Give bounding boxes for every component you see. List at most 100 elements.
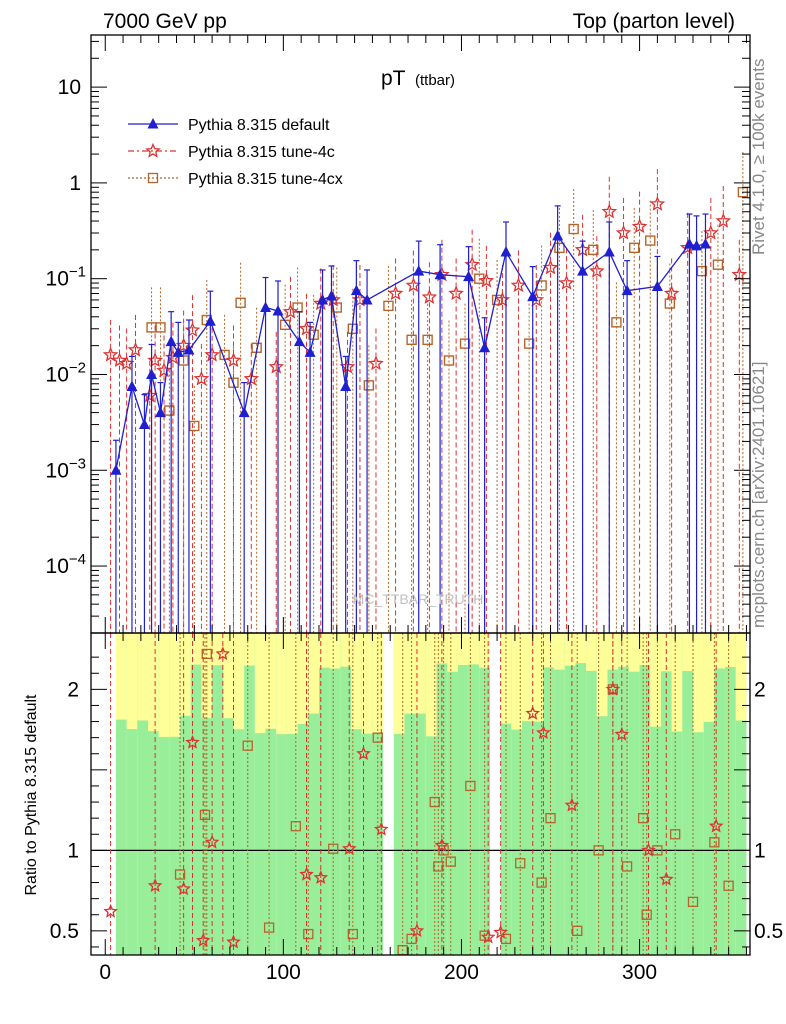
ratio-band-yellow [404, 633, 416, 714]
ratio-tune4c-point [659, 871, 674, 886]
ratio-band-yellow [650, 633, 661, 727]
default-point [699, 238, 711, 249]
ratio-band-yellow [329, 633, 341, 669]
tune4cx-point [568, 223, 579, 235]
ratio-band-yellow [735, 633, 747, 721]
ratio-tune4cx-point [199, 809, 211, 821]
ratio-band-yellow [522, 633, 533, 722]
ratio-band-green [735, 633, 747, 955]
tune4cx-point [712, 259, 724, 270]
tune4c-point [731, 266, 748, 282]
ratio-tune4cx-point [445, 856, 456, 867]
ratio-band-green [596, 633, 608, 955]
ratio-tune4c-point [564, 797, 580, 812]
main-ytick-label: 1 [69, 172, 81, 195]
ratio-tune4c-point [525, 705, 541, 720]
ratio-band-green [543, 633, 555, 955]
ratio-tune4cx-point [406, 933, 417, 945]
default-point [340, 380, 352, 391]
default-point [146, 368, 158, 379]
legend-label: Pythia 8.315 tune-4cx [188, 171, 343, 188]
default-point [479, 341, 491, 353]
ratio-band-green [351, 633, 362, 955]
tune4c-point [631, 218, 648, 234]
side-label-rivet: Rivet 4.1.0, ≥ 100k events [749, 59, 768, 255]
ratio-band-yellow [725, 633, 736, 667]
tune4c-point [225, 352, 242, 368]
ratio-tune4cx-point [429, 796, 440, 808]
plot-title-sub: (ttbar) [415, 72, 455, 89]
tune4cx-point [664, 298, 676, 309]
tune4c-point [204, 346, 220, 362]
default-point [260, 301, 272, 313]
tune4cx-point [406, 334, 417, 346]
ratio-band-green [180, 633, 191, 955]
tune4c-point [141, 387, 158, 403]
tune4c-point [615, 224, 632, 240]
ratio-series-group [103, 633, 734, 955]
ratio-band-green [137, 633, 148, 955]
ratio-band-yellow [532, 633, 544, 722]
tune4c-point [387, 285, 404, 301]
tune4c-point [405, 277, 422, 293]
ratio-tune4c-point [434, 837, 450, 852]
ratio-tune4cx-point [641, 909, 652, 920]
ratio-band-green [329, 633, 341, 955]
ratio-band-green [671, 633, 683, 955]
tune4cx-point [491, 294, 503, 306]
ratio-tune4c-point [341, 840, 357, 856]
ratio-band-yellow [222, 633, 234, 719]
ratio-tune4cx-point [593, 845, 604, 856]
tune4c-point [368, 355, 384, 371]
axes: 10 1 10−1 10−2 10−3 10−4 0 100 200 300 0.5 0.5 1 1 2 2 [46, 35, 783, 984]
ratio-tune4c-point [195, 932, 211, 947]
ratio-xtick-label: 100 [266, 961, 301, 984]
ratio-band-green [361, 633, 373, 955]
ratio-band-yellow [265, 633, 277, 729]
ratio-band-yellow [714, 633, 726, 669]
ratio-band-green [297, 633, 309, 955]
ratio-band-green [169, 633, 181, 955]
ratio-band-green [415, 633, 426, 955]
ratio-band-green [447, 633, 458, 955]
ratio-band-yellow [318, 633, 330, 668]
ratio-band-yellow [254, 633, 266, 734]
ratio-ytick-label-right: 0.5 [754, 920, 783, 943]
ratio-band-green [233, 633, 245, 955]
ratio-band-yellow [703, 633, 715, 722]
ratio-band-yellow [180, 633, 191, 716]
ratio-tune4c-point [493, 924, 509, 939]
ratio-tune4cx-point [515, 858, 526, 869]
ratio-tune4cx-point [637, 813, 649, 824]
ratio-band-yellow [308, 633, 319, 714]
default-point [304, 346, 316, 357]
ratio-band-green [522, 633, 533, 955]
ratio-band-yellow [286, 633, 298, 734]
ratio-bands [91, 633, 750, 955]
ratio-tune4c-point [536, 725, 551, 740]
tune4c-point [649, 196, 666, 211]
tune4c-point [448, 285, 464, 301]
ratio-ytick-label: 2 [67, 678, 79, 701]
legend-item: Pythia 8.315 default [128, 117, 330, 134]
ratio-tune4c-point [185, 734, 200, 749]
default-point [361, 293, 373, 305]
ratio-band-green [244, 633, 255, 955]
tune4c-point [703, 224, 719, 240]
ratio-band-green [575, 633, 587, 955]
tune4c-point [282, 303, 299, 319]
legend-marker-square [147, 172, 159, 184]
default-point [110, 464, 122, 475]
ratio-tune4cx-point [174, 869, 186, 880]
ratio-band-yellow [468, 633, 480, 665]
tune4c-point [118, 355, 135, 371]
ratio-tune4c-point [313, 869, 329, 885]
default-point [463, 270, 475, 282]
default-point [172, 346, 184, 357]
ratio-tune4c-point [409, 923, 425, 938]
tune4c-point [193, 370, 210, 386]
plot-title: pT (ttbar) [381, 67, 455, 90]
ratio-tune4cx-point [687, 896, 699, 908]
ratio-tune4cx-point [433, 861, 444, 872]
ratio-band-green [554, 633, 565, 955]
